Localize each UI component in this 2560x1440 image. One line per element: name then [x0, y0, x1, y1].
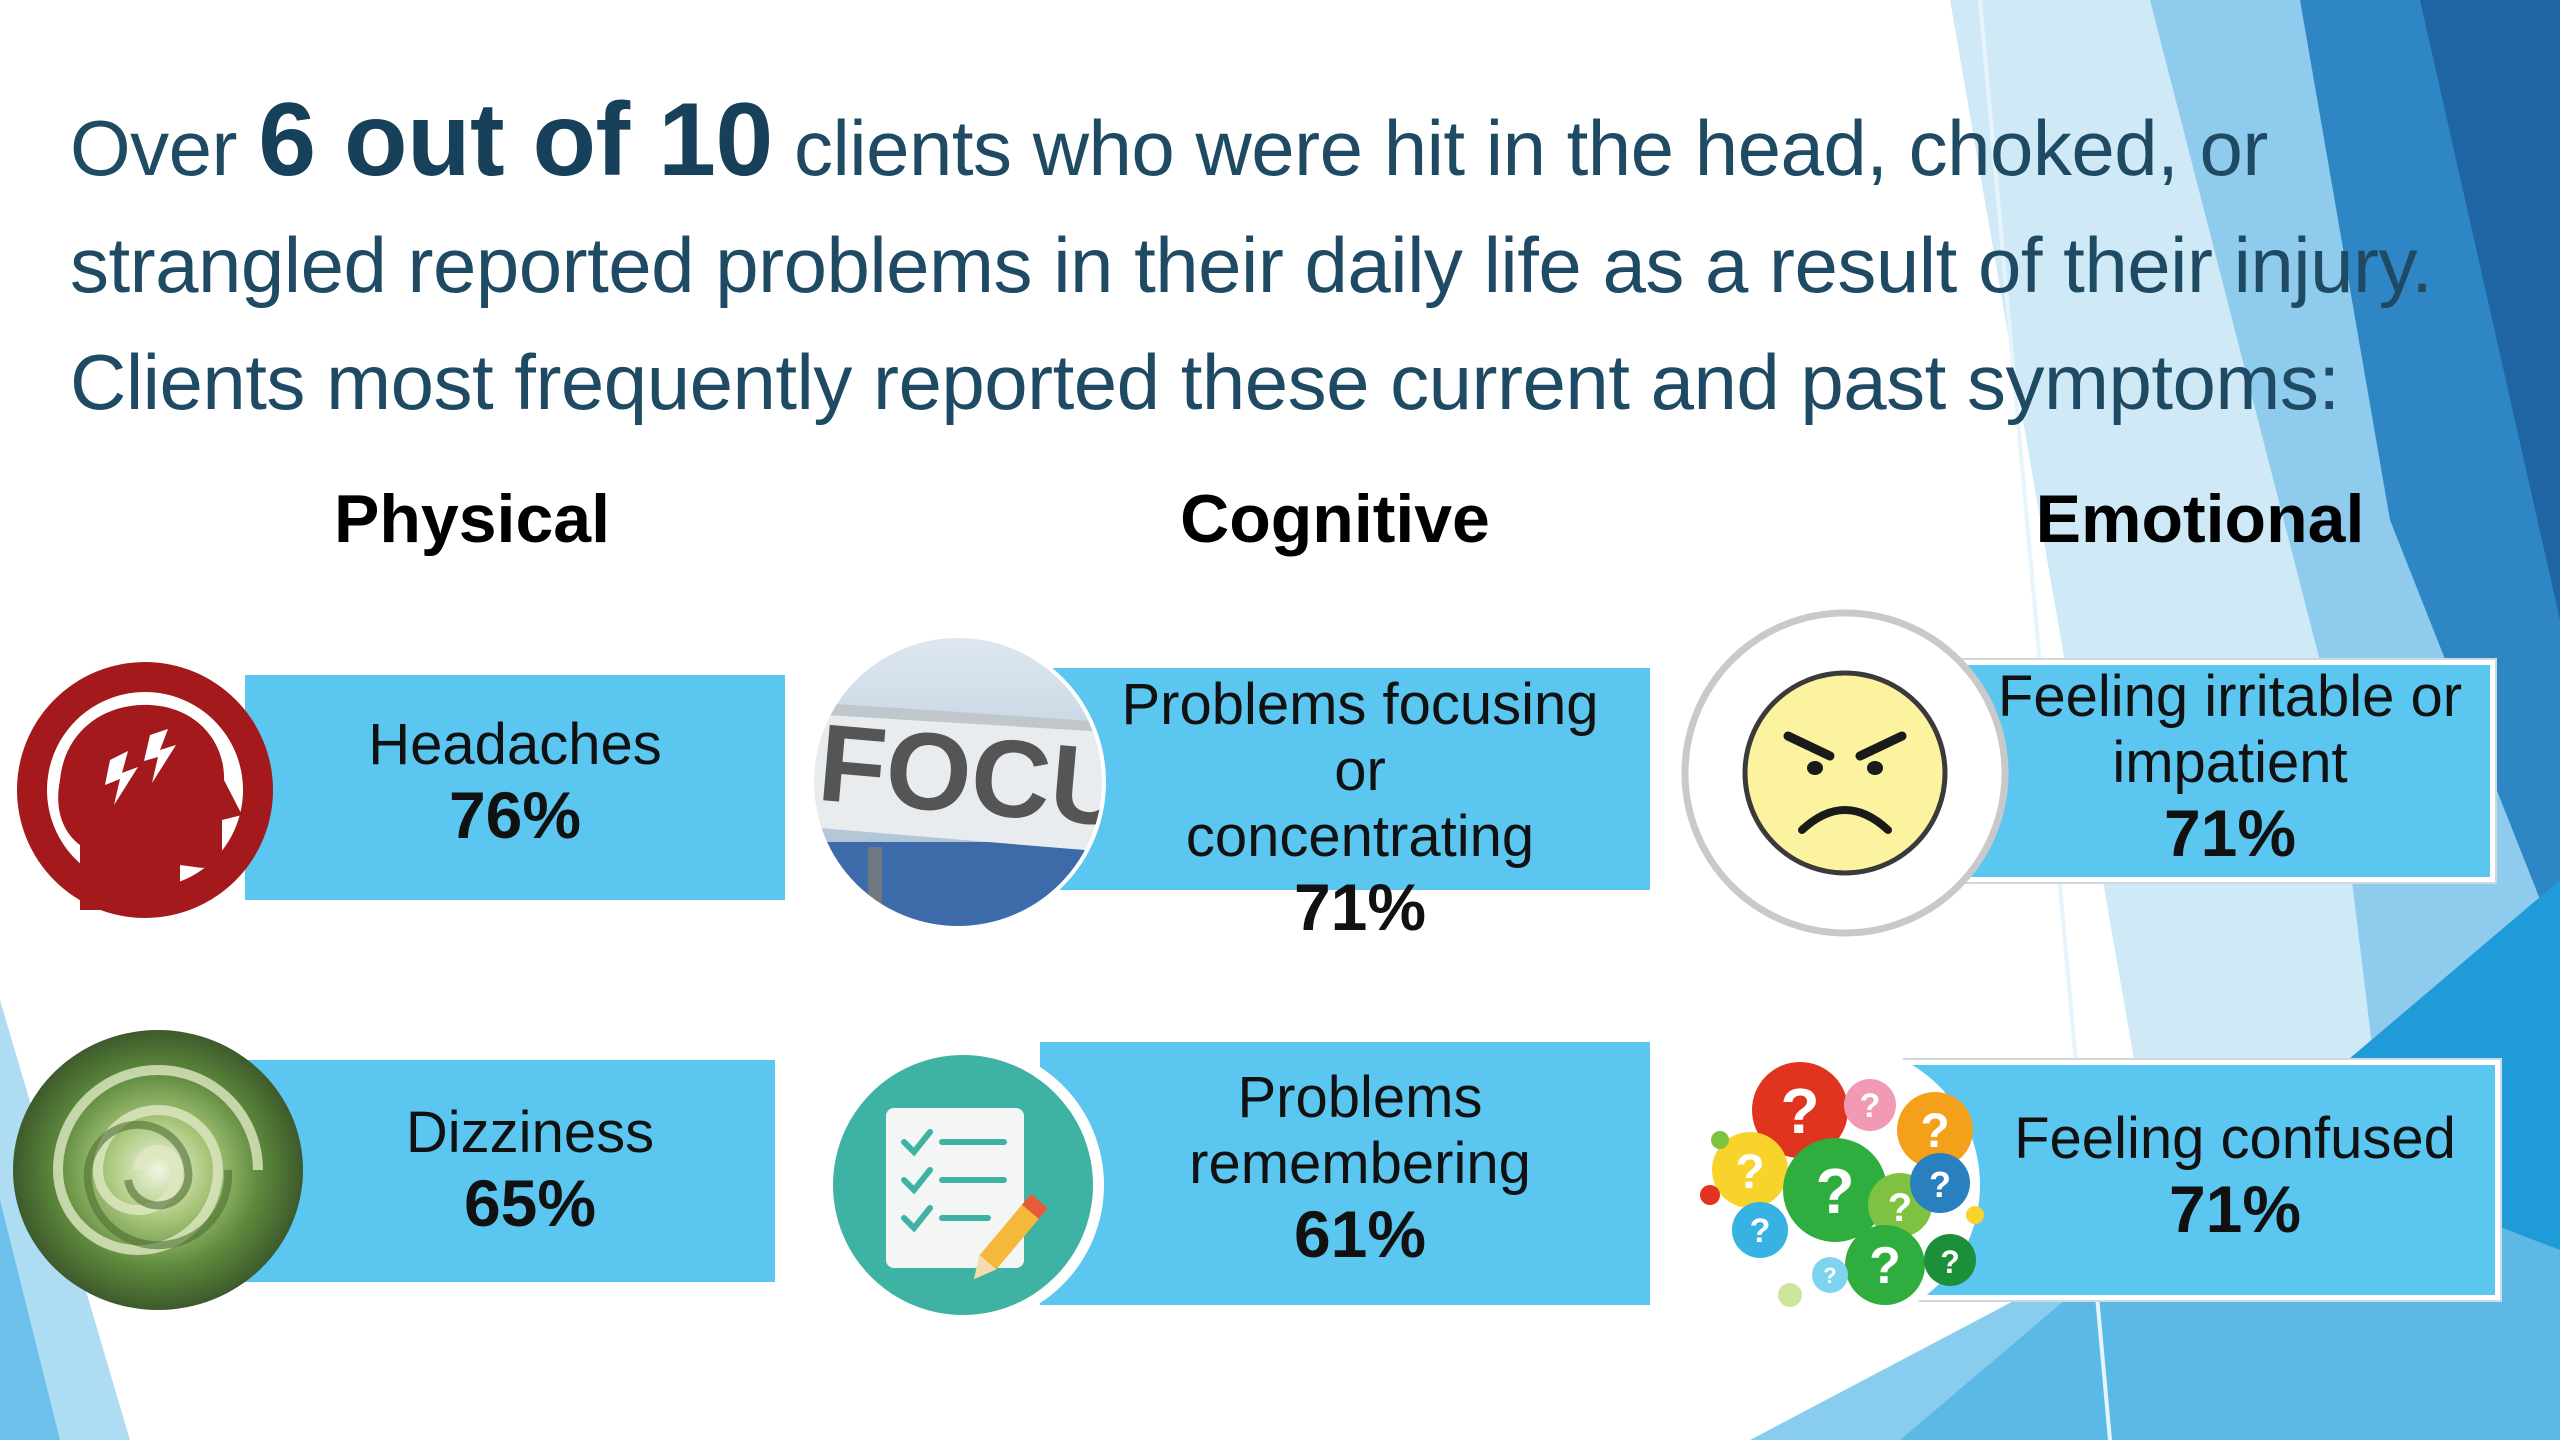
headaches-label: Headaches — [368, 712, 662, 777]
dizziness-card — [245, 1060, 775, 1282]
irritable-percent: 71% — [2163, 796, 2297, 870]
category-cognitive: Cognitive — [1180, 481, 1490, 557]
svg-text:?: ? — [1735, 1146, 1764, 1199]
checklist-icon — [822, 1044, 1104, 1326]
headline-intro: Over — [70, 104, 238, 192]
svg-text:?: ? — [1750, 1212, 1771, 1250]
svg-text:?: ? — [1869, 1237, 1901, 1295]
dizziness-label: Dizziness — [405, 1100, 655, 1165]
remembering-label-line-2: remembering — [1189, 1131, 1531, 1196]
svg-text:?: ? — [1929, 1164, 1951, 1205]
remembering-text: Problems remembering 61% — [1110, 1065, 1610, 1271]
svg-text:?: ? — [1860, 1087, 1881, 1125]
headaches-card — [245, 675, 785, 900]
headaches-percent: 76% — [448, 778, 582, 852]
svg-text:?: ? — [1920, 1105, 1949, 1158]
svg-text:?: ? — [1780, 1075, 1819, 1147]
focusing-label-line-2: concentrating — [1185, 804, 1535, 869]
headline-line-1-rest: clients who were hit in the head, choked… — [793, 104, 2268, 192]
category-physical: Physical — [334, 481, 610, 557]
headline-line-2: strangled reported problems in their dai… — [70, 221, 2433, 309]
headline-emphasis: 6 out of 10 — [258, 82, 773, 198]
remembering-label-line-1: Problems — [1237, 1065, 1483, 1130]
angry-face-icon — [1681, 609, 2009, 937]
question-marks-icon: ? ? ? ? ? ? ? ? ? ? ? — [1700, 1045, 1984, 1325]
svg-text:?: ? — [1815, 1155, 1854, 1227]
svg-text:?: ? — [1888, 1186, 1912, 1230]
svg-text:?: ? — [1940, 1244, 1960, 1280]
headline: Over 6 out of 10 clients who were hit in… — [70, 82, 2510, 441]
bg-shard-left-dark — [0, 1200, 60, 1440]
headline-line-3: Clients most frequently reported these c… — [70, 338, 2340, 426]
focus-sign-text: FOCU — [814, 701, 1108, 851]
confused-percent: 71% — [2168, 1172, 2302, 1246]
headache-head-icon — [17, 662, 273, 918]
focusing-percent: 71% — [1293, 870, 1427, 944]
confused-label: Feeling confused — [2014, 1106, 2456, 1171]
bg-shard-right-deep — [2420, 0, 2560, 620]
remembering-percent: 61% — [1293, 1197, 1427, 1271]
category-emotional: Emotional — [2035, 481, 2365, 557]
focusing-text: Problems focusing or concentrating 71% — [1090, 672, 1630, 944]
irritable-label-line-2: impatient — [2112, 730, 2348, 795]
focusing-label-line-1: Problems focusing or — [1121, 672, 1599, 803]
dizziness-percent: 65% — [463, 1166, 597, 1240]
svg-text:?: ? — [1823, 1263, 1836, 1288]
headline-line-1: Over 6 out of 10 clients who were hit in… — [70, 82, 2510, 207]
headaches-text: Headaches 76% — [300, 712, 730, 852]
focusing-card — [1040, 668, 1650, 890]
remembering-card — [1040, 1042, 1650, 1305]
dizzy-swirl-icon — [13, 1030, 303, 1310]
confused-card — [1905, 1060, 2500, 1300]
irritable-text: Feeling irritable or impatient 71% — [1960, 664, 2500, 870]
dizziness-text: Dizziness 65% — [330, 1100, 730, 1240]
irritable-label-line-1: Feeling irritable or — [1997, 664, 2463, 729]
focus-sign-icon: FOCU — [810, 634, 1108, 930]
confused-text: Feeling confused 71% — [1955, 1106, 2515, 1246]
